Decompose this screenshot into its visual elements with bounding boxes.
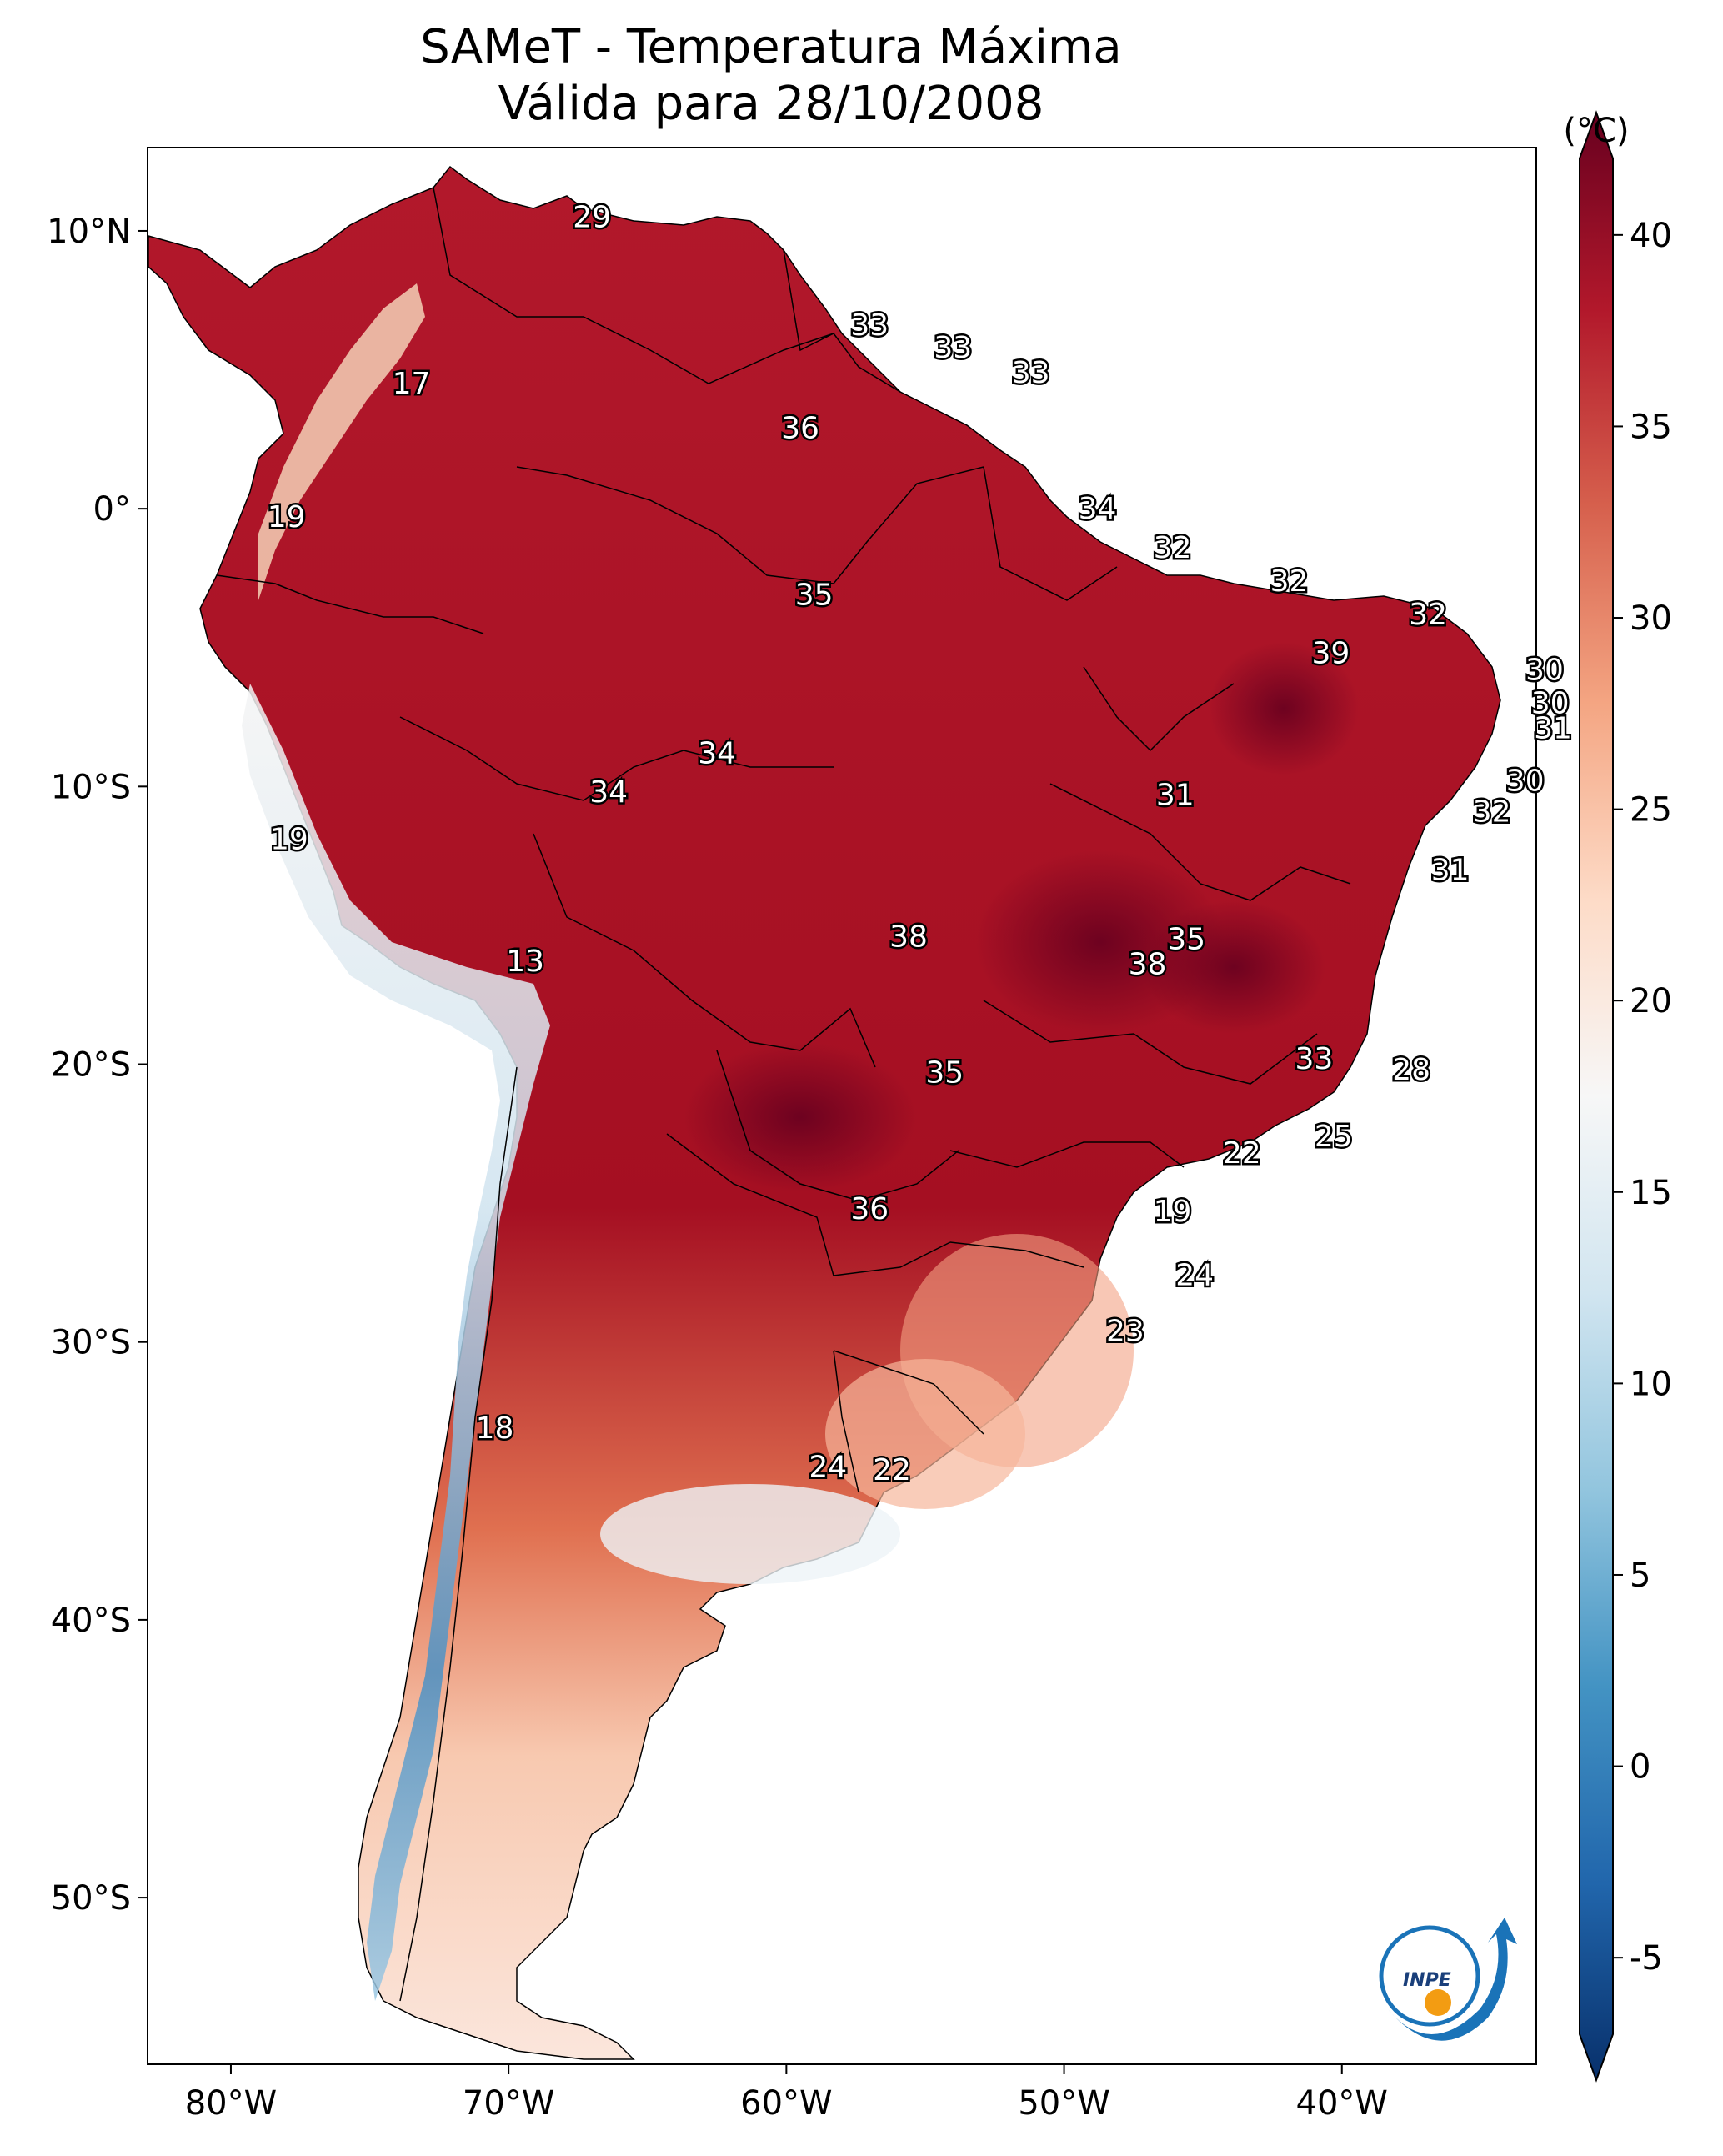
station-value: 29 <box>573 200 611 234</box>
station-value: 23 <box>1106 1314 1144 1348</box>
colorbar-tick-label: -5 <box>1630 1939 1663 1978</box>
map-axes: 80°W 70°W 60°W 50°W 40°W 10°N 0° 10°S 20°S 30°S 40… <box>47 213 1388 2123</box>
station-value: 30 <box>1525 653 1564 687</box>
map-title: SAMeT - Temperatura Máxima <box>420 20 1122 74</box>
station-value: 38 <box>889 920 928 954</box>
lon-tick-label: 50°W <box>1018 2084 1109 2123</box>
station-value: 33 <box>934 331 972 365</box>
station-value: 35 <box>795 578 834 612</box>
station-value: 35 <box>925 1056 964 1091</box>
colorbar-tick-label: 30 <box>1630 599 1672 638</box>
northern-andes-cool-zone <box>258 283 425 600</box>
station-value: 24 <box>1175 1259 1214 1293</box>
station-value: 30 <box>1506 765 1545 799</box>
station-value: 22 <box>873 1453 911 1487</box>
lon-tick-label: 60°W <box>740 2084 832 2123</box>
station-value: 31 <box>1156 778 1195 812</box>
colorbar-unit: (°C) <box>1563 112 1629 150</box>
inpe-logo-orbit-icon <box>1379 1925 1480 2027</box>
station-value: 19 <box>270 823 308 857</box>
colorbar-tick-label: 15 <box>1630 1174 1672 1212</box>
station-value: 34 <box>1079 492 1117 526</box>
hot-core-northeast <box>1209 642 1359 775</box>
station-value: 33 <box>1295 1042 1333 1076</box>
colorbar-tick-label: 20 <box>1630 982 1672 1020</box>
station-value: 31 <box>1534 711 1572 745</box>
colorbar-tick-label: 40 <box>1630 217 1672 255</box>
station-value: 38 <box>1129 948 1167 982</box>
lat-tick-label: 50°S <box>51 1879 131 1918</box>
colorbar-tick-label: 10 <box>1630 1365 1672 1403</box>
station-value: 17 <box>393 367 431 401</box>
station-value: 32 <box>1409 598 1447 632</box>
station-value: 32 <box>1473 795 1511 829</box>
lat-tick-label: 0° <box>93 490 131 529</box>
colorbar-tick-label: 0 <box>1630 1748 1650 1787</box>
cool-pampas-patch <box>600 1484 900 1584</box>
station-value: 34 <box>589 775 628 810</box>
station-value: 36 <box>781 412 819 446</box>
inpe-logo-text: INPE <box>1403 1970 1451 1991</box>
lat-tick-label: 10°N <box>47 213 131 251</box>
station-value: 30 <box>1531 686 1570 720</box>
cool-uruguay <box>825 1359 1025 1509</box>
country-borders <box>216 187 1351 2002</box>
station-value: 33 <box>850 308 889 343</box>
station-value: 25 <box>1315 1120 1353 1154</box>
colorbar: (°C) -5 0 5 10 15 20 25 30 35 40 <box>1563 110 1672 2083</box>
station-value: 22 <box>1223 1136 1261 1171</box>
station-value: 36 <box>850 1192 889 1226</box>
station-value: 32 <box>1270 564 1309 599</box>
station-value: 35 <box>1167 923 1205 957</box>
inpe-logo-swoosh-icon <box>1388 1918 1517 2041</box>
station-value: 18 <box>476 1411 514 1446</box>
lon-tick-label: 80°W <box>185 2084 277 2123</box>
station-value: 28 <box>1392 1053 1430 1087</box>
station-value: 13 <box>506 945 544 979</box>
lon-tick-label: 70°W <box>463 2084 554 2123</box>
colorbar-tick-label: 5 <box>1630 1557 1650 1595</box>
lat-tick-label: 40°S <box>51 1602 131 1640</box>
station-value: 19 <box>1154 1195 1192 1229</box>
station-value: 34 <box>698 736 736 770</box>
station-value: 32 <box>1154 531 1192 565</box>
inpe-logo: INPE <box>1379 1918 1517 2041</box>
station-value: 24 <box>809 1451 847 1485</box>
station-value: 39 <box>1311 636 1350 670</box>
lon-tick-label: 40°W <box>1296 2084 1388 2123</box>
andes-cool-zone <box>242 684 550 2001</box>
lat-tick-label: 10°S <box>51 768 131 806</box>
station-value: 19 <box>268 500 306 534</box>
map-subtitle: Válida para 28/10/2008 <box>498 77 1044 131</box>
inpe-logo-sun-icon <box>1425 1989 1451 2016</box>
lat-tick-label: 20°S <box>51 1046 131 1085</box>
colorbar-tick-label: 25 <box>1630 791 1672 830</box>
colorbar-scale <box>1579 110 1614 2083</box>
station-value: 33 <box>1012 356 1050 390</box>
colorbar-tick-label: 35 <box>1630 408 1672 446</box>
hot-core-minas <box>1142 900 1325 1034</box>
station-value: 31 <box>1431 853 1470 887</box>
lat-tick-label: 30°S <box>51 1324 131 1362</box>
hot-core-chaco <box>684 1042 917 1192</box>
